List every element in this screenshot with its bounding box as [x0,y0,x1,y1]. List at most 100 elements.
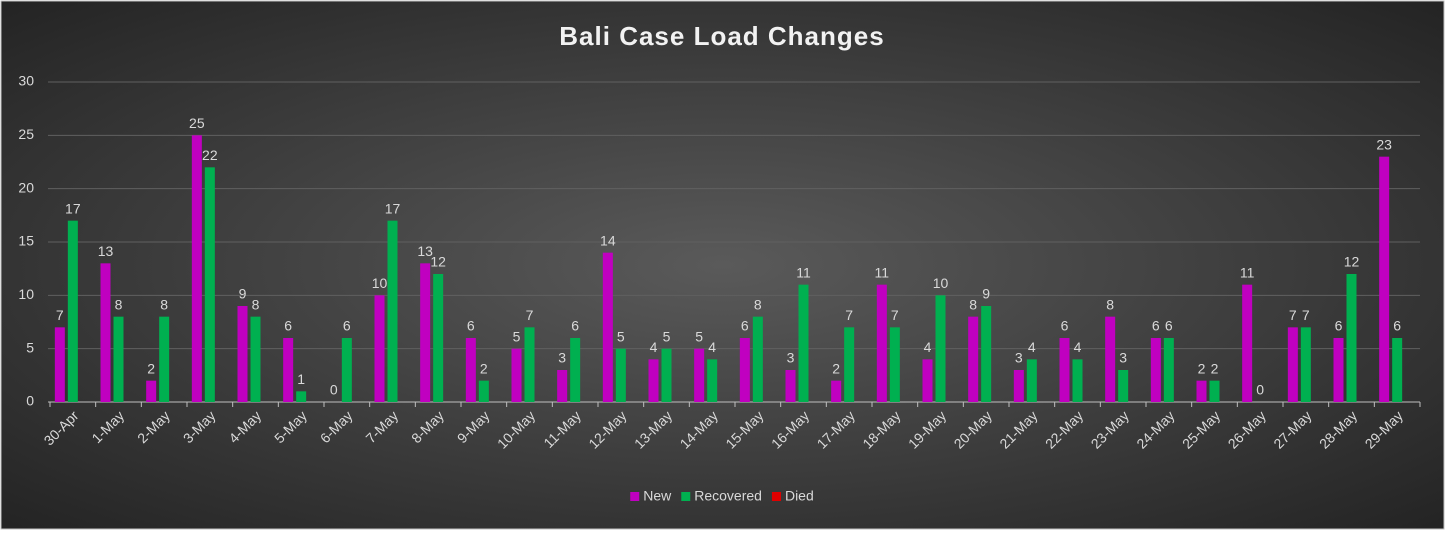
y-tick-label: 0 [26,393,34,409]
data-label: 3 [558,350,566,366]
legend-label: New [643,488,672,504]
data-label: 6 [343,318,351,334]
data-label: 7 [56,307,64,323]
bar [739,338,750,402]
legend-marker [681,492,691,501]
data-label: 5 [695,328,703,344]
data-label: 10 [933,275,949,291]
data-label: 23 [1376,136,1392,152]
bar [831,380,842,402]
bar [752,316,763,402]
data-label: 4 [708,339,716,355]
data-label: 6 [741,318,749,334]
data-label: 7 [891,307,899,323]
legend-marker [630,492,640,501]
bar [237,306,248,402]
data-label: 6 [571,318,579,334]
bar [1300,327,1311,402]
data-label: 6 [467,318,475,334]
bar [615,348,626,402]
data-label: 8 [160,296,168,312]
bar [511,348,522,402]
data-label: 9 [982,286,990,302]
bar [876,284,887,402]
bar [420,263,431,402]
bar [159,316,170,402]
data-label: 2 [147,360,155,376]
bar [981,306,992,402]
bar [296,391,307,402]
data-label: 3 [1015,350,1023,366]
data-label: 4 [1028,339,1036,355]
bar [54,327,65,402]
bar [1072,359,1083,402]
bar [602,252,613,402]
data-label: 14 [600,232,616,248]
data-label: 8 [969,296,977,312]
data-label: 8 [115,296,123,312]
y-tick-label: 25 [18,126,34,142]
data-label: 5 [663,328,671,344]
bar [191,135,202,403]
data-label: 8 [1106,296,1114,312]
data-label: 9 [239,286,247,302]
data-label: 8 [754,296,762,312]
data-label: 25 [189,115,205,131]
data-label: 6 [284,318,292,334]
bar [707,359,718,402]
bar [1059,338,1070,402]
data-label: 6 [1061,318,1069,334]
data-label: 3 [787,350,795,366]
bar [1105,316,1116,402]
bar [1346,274,1357,402]
data-label: 4 [1074,339,1082,355]
data-label: 7 [526,307,534,323]
bar [1379,156,1390,402]
y-tick-label: 30 [18,73,34,89]
data-label: 6 [1335,318,1343,334]
bar [1118,370,1129,402]
data-label: 3 [1119,350,1127,366]
data-label: 8 [252,296,260,312]
data-label: 12 [430,254,446,270]
bar [1392,338,1403,402]
data-label: 5 [513,328,521,344]
legend-marker [771,492,781,501]
bar [798,284,809,402]
data-label: 0 [1256,382,1264,398]
bar [524,327,535,402]
bar [935,295,946,402]
data-label: 2 [1198,360,1206,376]
bar [1196,380,1207,402]
bar [478,380,489,402]
bar [465,338,476,402]
data-label: 5 [617,328,625,344]
data-label: 1 [297,371,305,387]
data-label: 11 [875,264,890,280]
data-label: 17 [385,200,401,216]
data-label: 11 [796,264,811,280]
bar [341,338,352,402]
data-label: 22 [202,147,218,163]
bar [1163,338,1174,402]
data-label: 2 [832,360,840,376]
data-label: 7 [1302,307,1310,323]
bar [67,220,78,402]
bar [1287,327,1298,402]
bar [661,348,672,402]
data-label: 13 [98,243,114,259]
bar [968,316,979,402]
bar [1013,370,1024,402]
y-tick-label: 15 [18,233,34,249]
bar [648,359,659,402]
legend-label: Died [785,488,814,504]
bar [557,370,568,402]
y-tick-label: 5 [26,339,34,355]
legend-label: Recovered [694,488,762,504]
bar [113,316,124,402]
data-label: 6 [1393,318,1401,334]
data-label: 6 [1152,318,1160,334]
bar [146,380,157,402]
